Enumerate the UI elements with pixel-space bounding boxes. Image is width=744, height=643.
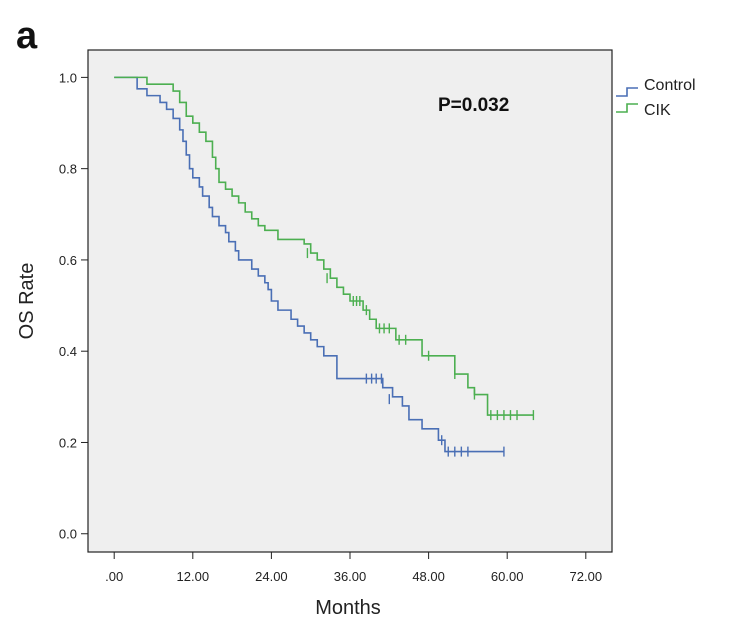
x-tick-label: .00	[105, 569, 123, 584]
y-tick-label: 0.4	[59, 344, 77, 359]
y-tick-label: 0.2	[59, 435, 77, 450]
survival-curves	[114, 76, 535, 457]
y-tick-label: 0.6	[59, 253, 77, 268]
legend-swatch-control	[616, 87, 638, 97]
y-tick-label: 1.0	[59, 70, 77, 85]
x-tick-label: 48.00	[412, 569, 445, 584]
legend-item-control: Control	[616, 77, 696, 97]
y-tick-label: 0.0	[59, 527, 77, 542]
y-axis-title: OS Rate	[16, 263, 38, 340]
x-tick-label: 36.00	[334, 569, 367, 584]
x-tick-label: 24.00	[255, 569, 288, 584]
x-tick-label: 12.00	[177, 569, 210, 584]
legend-swatch-cik	[616, 103, 638, 113]
x-axis: .00 12.00 24.00 36.00 48.00 60.00 72.00	[105, 552, 602, 584]
legend-label-control: Control	[644, 77, 696, 94]
legend-item-cik: CIK	[616, 102, 671, 119]
p-value-annotation: P=0.032	[438, 95, 509, 116]
y-axis: 0.0 0.2 0.4 0.6 0.8 1.0	[59, 70, 88, 542]
legend-label-cik: CIK	[644, 102, 671, 119]
legend: Control CIK	[616, 77, 696, 119]
curve-control	[114, 76, 504, 453]
x-axis-title: Months	[315, 597, 381, 619]
curve-cik	[114, 76, 534, 416]
panel-label: a	[16, 15, 38, 57]
x-tick-label: 72.00	[570, 569, 603, 584]
y-tick-label: 0.8	[59, 162, 77, 177]
x-tick-label: 60.00	[491, 569, 524, 584]
